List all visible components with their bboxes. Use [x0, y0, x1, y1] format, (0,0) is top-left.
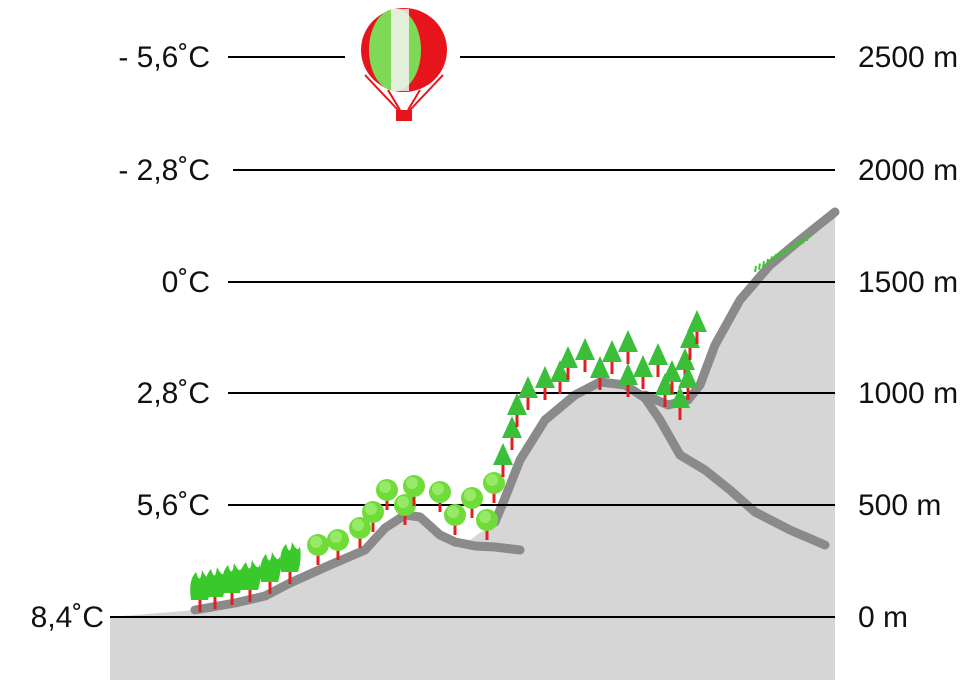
shrub-icon — [260, 552, 281, 594]
conifer-tree-icon — [493, 443, 513, 477]
alpine-grass-zone — [754, 234, 809, 273]
temperature-label-1500: 0˚C — [162, 266, 210, 299]
temperature-label-1000: 2,8˚C — [137, 377, 210, 410]
deciduous-tree-icon — [349, 517, 371, 548]
conifer-tree-icon — [535, 366, 555, 400]
deciduous-tree-icon — [461, 487, 483, 518]
shrub-zone — [190, 542, 301, 612]
deciduous-tree-icon — [362, 501, 384, 532]
deciduous-tree-icon — [327, 529, 349, 560]
conifer-forest-zone — [493, 310, 707, 477]
altitude-label-2500: 2500 m — [858, 41, 958, 74]
conifer-tree-icon — [655, 373, 675, 407]
deciduous-tree-icon — [376, 479, 398, 510]
alpine-grass-icon — [802, 237, 805, 244]
alpine-grass-icon — [778, 251, 781, 258]
temperature-label-2000: - 2,8˚C — [118, 154, 210, 187]
conifer-tree-icon — [507, 393, 527, 427]
conifer-tree-icon — [670, 386, 690, 420]
temperature-label-500: 5,6˚C — [137, 489, 210, 522]
conifer-tree-icon — [590, 356, 610, 390]
temperature-labels: - 5,6˚C - 2,8˚C 0˚C 2,8˚C 5,6˚C 8,4˚C — [31, 41, 210, 634]
alpine-grass-icon — [774, 253, 777, 261]
conifer-tree-icon — [633, 355, 653, 389]
conifer-tree-icon — [550, 360, 570, 394]
alpine-grass-icon — [794, 241, 797, 249]
altitude-label-1500: 1500 m — [858, 266, 958, 299]
altitude-label-0: 0 m — [858, 601, 908, 634]
altitude-labels: 2500 m 2000 m 1500 m 1000 m 500 m 0 m — [858, 41, 958, 634]
deciduous-tree-icon — [483, 472, 505, 503]
alpine-grass-icon — [758, 263, 761, 270]
conifer-tree-icon — [575, 338, 595, 372]
conifer-tree-icon — [602, 340, 622, 374]
shrub-icon — [240, 560, 261, 602]
altitude-label-1000: 1000 m — [858, 377, 958, 410]
conifer-tree-icon — [662, 360, 682, 394]
shrub-icon — [280, 542, 301, 584]
deciduous-tree-icon — [444, 504, 466, 535]
alpine-grass-icon — [790, 244, 793, 251]
shrub-icon — [205, 567, 226, 609]
conifer-tree-icon — [678, 366, 698, 400]
alpine-grass-icon — [762, 261, 765, 268]
deciduous-tree-icon — [429, 481, 451, 512]
conifer-tree-icon — [648, 343, 668, 377]
conifer-tree-icon — [502, 416, 522, 450]
mountain-silhouette — [110, 210, 835, 680]
hot-air-balloon-icon — [361, 8, 447, 121]
deciduous-tree-icon — [307, 534, 329, 565]
conifer-tree-icon — [618, 363, 638, 397]
alpine-grass-icon — [782, 249, 785, 256]
altitude-lines — [110, 56, 835, 618]
alpine-grass-icon — [786, 246, 789, 253]
temperature-label-0: 8,4˚C — [31, 601, 104, 634]
altitude-label-500: 500 m — [858, 489, 941, 522]
alpine-grass-icon — [766, 258, 769, 265]
alpine-grass-icon — [798, 239, 801, 246]
deciduous-tree-icon — [403, 475, 425, 506]
shrub-icon — [222, 563, 243, 605]
conifer-tree-icon — [680, 326, 700, 360]
conifer-tree-icon — [618, 330, 638, 364]
alpine-grass-icon — [754, 265, 757, 273]
conifer-tree-icon — [518, 376, 538, 410]
deciduous-tree-icon — [476, 509, 498, 540]
altitude-label-2000: 2000 m — [858, 154, 958, 187]
conifer-tree-icon — [558, 346, 578, 380]
alpine-grass-icon — [770, 256, 773, 263]
deciduous-forest-zone — [307, 472, 505, 565]
alpine-grass-icon — [806, 234, 809, 241]
deciduous-tree-icon — [394, 494, 416, 525]
temperature-label-2500: - 5,6˚C — [118, 41, 210, 74]
conifer-tree-icon — [687, 310, 707, 344]
